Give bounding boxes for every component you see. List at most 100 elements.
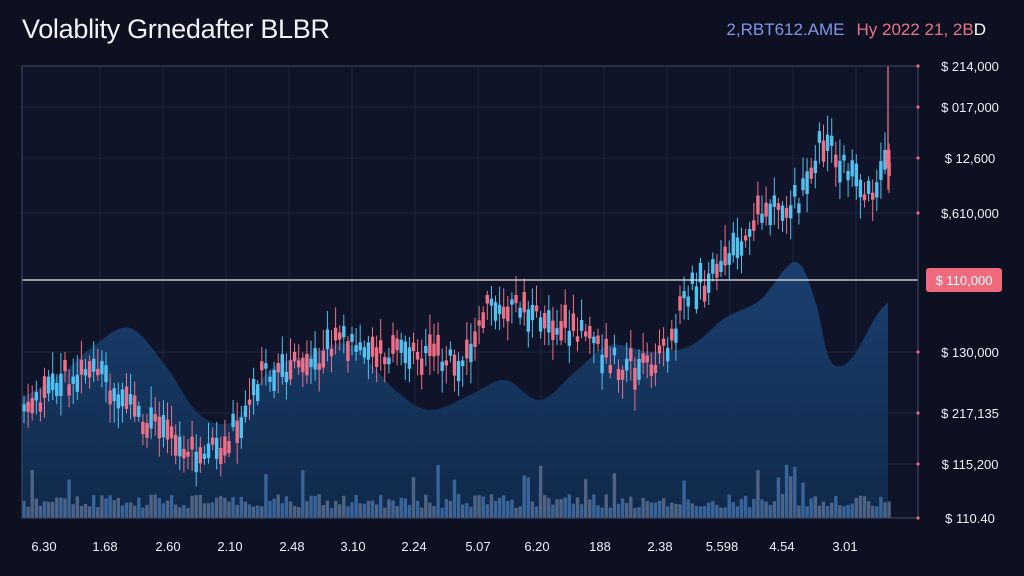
- candle-body: [313, 348, 317, 370]
- volume-bar: [760, 499, 764, 518]
- candle-body: [694, 286, 699, 310]
- volume-bar: [366, 500, 371, 518]
- volume-bar: [428, 502, 432, 518]
- candle-body: [116, 394, 120, 409]
- candle-body: [633, 368, 637, 390]
- volume-bar: [866, 501, 871, 518]
- candle-body: [379, 340, 383, 354]
- volume-bar: [456, 494, 461, 518]
- volume-bar: [756, 470, 760, 518]
- candle-body: [329, 348, 334, 357]
- candle-body: [256, 384, 260, 401]
- candle-body: [793, 185, 797, 197]
- x-tick-label: 2.60: [155, 539, 180, 554]
- volume-bar: [34, 498, 38, 518]
- candle-body: [38, 402, 43, 412]
- volume-bar: [538, 465, 543, 518]
- volume-bar: [223, 497, 227, 518]
- volume-bar: [555, 499, 559, 518]
- volume-bar: [63, 498, 67, 518]
- volume-bar: [194, 495, 198, 518]
- candle-body: [305, 353, 309, 376]
- volume-bar: [243, 501, 248, 518]
- candle-body: [387, 357, 391, 365]
- candle-body: [227, 441, 231, 454]
- volume-bar: [846, 505, 850, 518]
- volume-bar: [682, 480, 686, 518]
- candle-body: [854, 163, 858, 187]
- volume-bar: [210, 502, 215, 518]
- x-tick-label: 2.24: [401, 539, 426, 554]
- volume-bar: [219, 495, 223, 518]
- candle-body: [264, 363, 268, 369]
- candle-body: [707, 273, 711, 293]
- volume-bar: [452, 479, 457, 518]
- volume-bar: [715, 504, 719, 518]
- candle-body: [801, 178, 805, 191]
- candle-body: [71, 376, 75, 384]
- volume-bar: [346, 506, 350, 518]
- volume-bar: [161, 503, 166, 518]
- candle-body: [243, 405, 248, 417]
- candle-body: [526, 309, 530, 332]
- candle-body: [346, 341, 350, 361]
- volume-bar: [280, 503, 284, 518]
- volume-bar: [329, 508, 334, 518]
- candle-body: [752, 220, 756, 231]
- volume-bar: [838, 505, 842, 518]
- volume-bar: [522, 475, 526, 518]
- candle-body: [79, 359, 84, 375]
- volume-bar: [711, 501, 715, 518]
- candle-body: [67, 384, 71, 396]
- candle-body: [690, 272, 694, 284]
- candle-body: [817, 131, 822, 143]
- candle-body: [674, 328, 678, 343]
- volume-bar: [670, 502, 674, 518]
- candle-body: [186, 451, 190, 457]
- volume-bar: [702, 506, 707, 518]
- candle-body: [276, 363, 280, 373]
- candle-body: [551, 320, 555, 340]
- candle-body: [538, 317, 543, 332]
- volume-bar: [502, 495, 506, 518]
- candle-body: [862, 194, 867, 201]
- volume-bar: [264, 474, 268, 518]
- volume-bar: [321, 505, 325, 518]
- candle-body: [178, 436, 182, 457]
- candle-body: [342, 326, 346, 338]
- volume-bar: [579, 504, 584, 518]
- candle-body: [59, 373, 63, 397]
- volume-bar: [772, 501, 776, 518]
- candle-body: [739, 241, 744, 256]
- y-tick-marker: [916, 156, 920, 160]
- volume-bar: [629, 496, 633, 518]
- volume-bar: [387, 499, 391, 518]
- candle-body: [124, 386, 129, 409]
- volume-bar: [875, 506, 879, 518]
- volume-bar: [141, 507, 145, 518]
- volume-bar: [174, 504, 178, 518]
- volume-bar: [477, 495, 481, 518]
- candle-body: [424, 346, 428, 354]
- volume-bar: [182, 505, 186, 518]
- candle-body: [530, 305, 535, 321]
- y-tick-marker: [916, 350, 920, 354]
- volume-bar: [485, 504, 489, 518]
- candle-body: [592, 336, 596, 344]
- volume-bar: [813, 496, 817, 518]
- candle-body: [616, 368, 621, 381]
- volume-bar: [268, 500, 272, 518]
- x-tick-label: 2.38: [647, 539, 672, 554]
- volume-bar: [67, 479, 71, 518]
- volume-bar: [116, 497, 120, 518]
- volume-bar: [30, 469, 34, 518]
- volume-bar: [805, 506, 809, 518]
- y-axis: $ 214,000 $ 017,000 $ 12,600 $,610,000 $ 130…: [916, 59, 999, 526]
- candle-body: [850, 160, 854, 177]
- candle-body: [481, 312, 485, 329]
- candle-body: [51, 373, 55, 391]
- volume-bar: [87, 506, 92, 518]
- candle-body-spike: [885, 150, 891, 168]
- volume-bar: [38, 505, 43, 518]
